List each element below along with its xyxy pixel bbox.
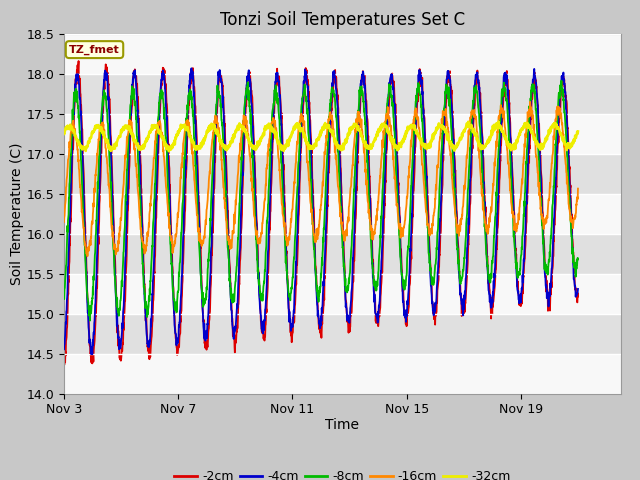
Text: TZ_fmet: TZ_fmet <box>69 45 120 55</box>
Bar <box>64 234 621 274</box>
Bar <box>64 274 621 313</box>
Bar <box>64 73 621 114</box>
Title: Tonzi Soil Temperatures Set C: Tonzi Soil Temperatures Set C <box>220 11 465 29</box>
Legend: -2cm, -4cm, -8cm, -16cm, -32cm: -2cm, -4cm, -8cm, -16cm, -32cm <box>170 465 515 480</box>
Bar <box>64 193 621 234</box>
X-axis label: Time: Time <box>325 418 360 432</box>
Bar <box>64 313 621 354</box>
Bar <box>64 114 621 154</box>
Bar <box>64 354 621 394</box>
Bar <box>64 154 621 193</box>
Bar <box>64 34 621 73</box>
Y-axis label: Soil Temperature (C): Soil Temperature (C) <box>10 143 24 285</box>
